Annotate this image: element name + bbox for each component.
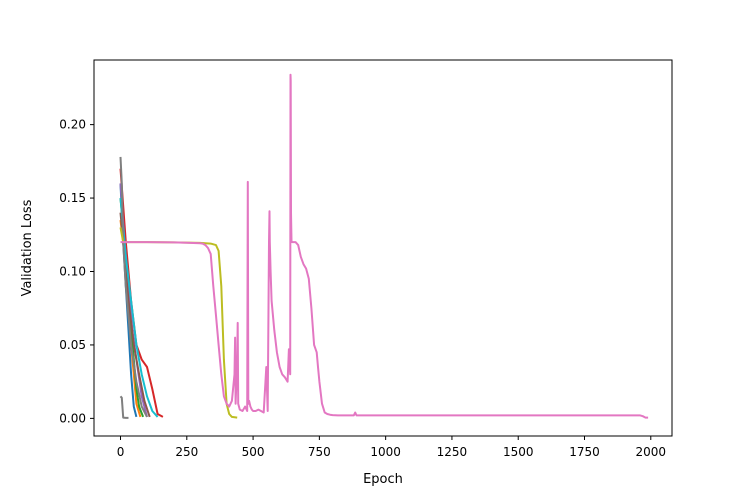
- plot-frame: [93, 59, 673, 437]
- series-line-11: [120, 73, 649, 419]
- series-line-4: [119, 168, 164, 418]
- plot-lines: [119, 73, 649, 419]
- x-tick-label: 250: [175, 445, 198, 459]
- x-tick-label: 2000: [636, 445, 667, 459]
- y-tick-label: 0.00: [59, 411, 86, 425]
- x-tick-label: 750: [308, 445, 331, 459]
- y-axis-label: Validation Loss: [20, 199, 35, 296]
- x-axis-label: Epoch: [363, 472, 403, 487]
- x-ticks: 0 250 500 750 1000 1250 1500 1750 2000: [117, 436, 666, 459]
- x-tick-label: 0: [117, 445, 125, 459]
- x-tick-label: 1750: [569, 445, 600, 459]
- y-tick-label: 0.15: [59, 191, 86, 205]
- x-tick-label: 1500: [503, 445, 534, 459]
- series-line-9: [119, 395, 129, 419]
- y-tick-label: 0.20: [59, 118, 86, 132]
- x-tick-label: 1000: [370, 445, 401, 459]
- series-line-8: [119, 156, 148, 418]
- x-tick-label: 500: [242, 445, 265, 459]
- y-tick-label: 0.10: [59, 265, 86, 279]
- series-line-7: [119, 198, 159, 418]
- y-tick-label: 0.05: [59, 338, 86, 352]
- y-ticks: 0.00 0.05 0.10 0.15 0.20: [59, 118, 94, 425]
- x-tick-label: 1250: [437, 445, 468, 459]
